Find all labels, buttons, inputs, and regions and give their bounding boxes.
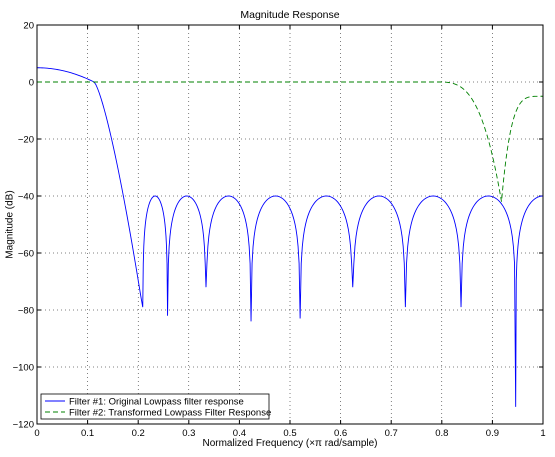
chart-title: Magnitude Response <box>240 9 339 21</box>
y-tick-label: −40 <box>18 192 34 203</box>
legend-entry-label: Filter #1: Original Lowpass filter respo… <box>69 397 244 408</box>
x-tick-label: 0.6 <box>334 428 347 439</box>
y-tick-label: −100 <box>13 363 34 374</box>
legend: Filter #1: Original Lowpass filter respo… <box>40 393 271 420</box>
x-axis-label: Normalized Frequency (×π rad/sample) <box>202 438 377 449</box>
y-tick-label: 0 <box>29 78 34 89</box>
x-tick-label: 1 <box>540 428 545 439</box>
series-transformed-lowpass <box>37 81 543 202</box>
x-tick-label: 0 <box>34 428 39 439</box>
y-tick-label: −60 <box>18 249 34 260</box>
x-tick-label: 0.4 <box>233 428 246 439</box>
axis-ticks: 0 0.1 0.2 0.3 0.4 0.5 0.6 0.7 0.8 0.9 1 20 0 −20 −40 −6… <box>13 21 546 440</box>
y-tick-label: −120 <box>13 420 34 431</box>
x-tick-label: 0.7 <box>385 428 398 439</box>
y-tick-label: −20 <box>18 135 34 146</box>
x-tick-label: 0.5 <box>283 428 296 439</box>
x-tick-label: 0.1 <box>81 428 94 439</box>
y-axis-label: Magnitude (dB) <box>5 190 16 258</box>
x-tick-label: 0.3 <box>182 428 195 439</box>
plot-frame <box>36 24 544 425</box>
series-original-lowpass <box>36 67 544 407</box>
series-lines <box>36 67 544 407</box>
plot-area <box>37 25 543 424</box>
legend-entry-label: Filter #2: Transformed Lowpass Filter Re… <box>69 408 271 419</box>
legend-box <box>40 393 270 420</box>
y-tick-label: −80 <box>18 306 34 317</box>
x-tick-label: 0.9 <box>486 428 499 439</box>
x-tick-label: 0.2 <box>132 428 145 439</box>
y-tick-label: 20 <box>23 21 34 32</box>
x-tick-label: 0.8 <box>435 428 448 439</box>
